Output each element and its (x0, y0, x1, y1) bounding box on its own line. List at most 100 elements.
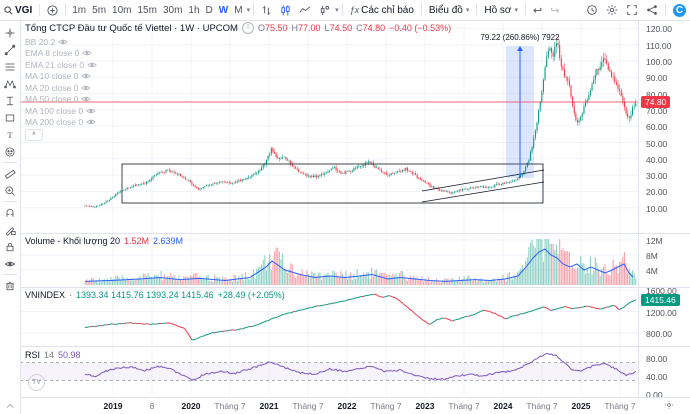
visibility-eye-icon[interactable] (86, 107, 96, 115)
chart-canvas[interactable]: 79.22 (260.86%) 7922 (20, 20, 690, 414)
line-style-button[interactable] (295, 0, 315, 20)
vnindex-legend[interactable]: VNINDEX · 1393.34 1415.76 1393.24 1415.4… (25, 290, 285, 300)
indicator-row[interactable]: MA 50 close 0 (25, 94, 97, 106)
timeframe-5m[interactable]: 5m (92, 4, 107, 16)
timeframe-W[interactable]: W (218, 4, 229, 16)
timeframe-M[interactable]: M (234, 4, 243, 16)
timeframe-30m[interactable]: 30m (162, 4, 183, 16)
share-button[interactable] (642, 4, 662, 16)
broker-logo[interactable]: C (673, 3, 686, 17)
pane-separator[interactable] (20, 287, 690, 288)
bars-style-button[interactable] (257, 0, 276, 20)
price-tick: 90.00 (646, 73, 668, 84)
time-axis[interactable]: 2019 8 2020 Tháng 7 2021 Tháng 7 2022 Tháng 7 20… (20, 398, 690, 414)
settings-button[interactable] (602, 4, 622, 16)
chevron-down-icon[interactable]: ▾ (335, 7, 339, 14)
timeframe-D[interactable]: D (205, 4, 213, 16)
timeframe-group: 1m 5m 10m 15m 30m 1h D W M (69, 0, 245, 20)
price-scale[interactable]: 74.80 1415.46 120.00 110.00 100.00 90.00 80.… (638, 20, 690, 400)
fib-retracement-icon[interactable] (2, 58, 18, 75)
rsi-legend[interactable]: RSI 14 50.98 (25, 350, 81, 360)
crosshair-icon[interactable] (2, 24, 18, 41)
long-position-icon[interactable] (2, 92, 18, 109)
vnindex-tick: 1600.00 (646, 286, 677, 296)
divider (3, 201, 17, 202)
timeframe-10m[interactable]: 10m (112, 4, 132, 16)
profile-menu-button[interactable]: Hồ sơ ▾ (480, 0, 522, 20)
timeframe-15m[interactable]: 15m (137, 4, 157, 16)
chevron-down-icon[interactable]: ▾ (246, 7, 251, 14)
indicator-row[interactable]: EMA 21 close 0 (25, 59, 97, 71)
indicator-row[interactable]: MA 200 close 0 (25, 117, 97, 129)
timeframe-1h[interactable]: 1h (188, 4, 200, 16)
candles-style-button[interactable] (276, 0, 295, 20)
pane-separator[interactable] (20, 233, 690, 234)
draw-lock-icon[interactable] (2, 221, 18, 238)
dot-separator: · (69, 290, 73, 300)
fx-icon: ƒx (349, 5, 360, 15)
vnindex-badge: 1415.46 (641, 293, 680, 306)
chart-area[interactable]: 79.22 (260.86%) 7922 74.80 1415.46 120.0… (20, 20, 690, 414)
magnet-icon[interactable] (2, 204, 18, 221)
indicator-label: MA 50 close 0 (25, 94, 79, 105)
tradingview-watermark: TV (28, 374, 45, 391)
last-price-badge: 74.80 (641, 96, 671, 109)
pane-separator (20, 397, 690, 398)
visibility-eye-icon[interactable] (82, 49, 93, 57)
chart-menu-button[interactable]: Biểu đồ ▾ (425, 0, 473, 20)
visibility-eye-icon[interactable] (58, 38, 69, 46)
indicator-label: MA 100 close 0 (25, 105, 84, 116)
redo-button[interactable]: ↪ (550, 4, 560, 17)
fullscreen-button[interactable] (622, 4, 642, 16)
indicator-collapse-button[interactable]: ∧ (25, 129, 43, 141)
indicators-button[interactable]: ƒx Các chỉ báo (346, 0, 418, 20)
text-icon[interactable]: T (2, 126, 18, 143)
trend-line-icon[interactable] (2, 41, 18, 58)
xabcd-pattern-icon[interactable] (2, 75, 18, 92)
lock-icon[interactable] (2, 238, 18, 255)
visibility-eye-icon[interactable] (81, 95, 92, 103)
axis-settings-icon[interactable] (664, 400, 674, 412)
hollow-candles-style-button[interactable] (315, 0, 334, 20)
legend-menu-icon[interactable]: ≡ (241, 22, 254, 34)
ruler-icon[interactable] (2, 165, 18, 182)
visibility-eye-icon[interactable] (81, 84, 92, 92)
symbol-label: VGI (15, 4, 33, 16)
volume-legend[interactable]: Volume - Khối lượng 20 1.52M 2.639M (25, 236, 183, 246)
symbol-search-button[interactable]: VGI (0, 0, 36, 20)
trash-icon[interactable] (2, 277, 18, 294)
add-circle-icon (47, 4, 58, 16)
time-tick: 8 (149, 401, 155, 411)
timeframe-1m[interactable]: 1m (72, 4, 87, 16)
visibility-eye-icon[interactable] (86, 118, 96, 126)
visibility-eye-icon[interactable] (87, 61, 97, 69)
indicator-row[interactable]: BB 20 2 (25, 36, 97, 48)
instrument-title[interactable]: Tổng CTCP Đầu tư Quốc tế Viettel · 1W · … (25, 22, 238, 34)
emoji-icon[interactable] (2, 143, 18, 160)
volume-ma-value: 2.639M (153, 236, 184, 246)
main-legend[interactable]: Tổng CTCP Đầu tư Quốc tế Viettel · 1W · … (25, 22, 451, 34)
indicator-row[interactable]: EMA 8 close 0 (25, 48, 97, 60)
indicator-row[interactable]: MA 20 close 0 (25, 82, 97, 94)
rectangle-icon[interactable] (2, 109, 18, 126)
zoom-in-icon[interactable] (2, 182, 18, 199)
pane-separator[interactable] (20, 346, 690, 347)
alert-button[interactable] (582, 4, 602, 16)
separator (420, 4, 422, 16)
time-tick: 2023 (415, 401, 435, 411)
drawing-toolbar: T (0, 20, 21, 414)
indicator-row[interactable]: MA 100 close 0 (25, 105, 97, 117)
top-toolbar: VGI 1m 5m 10m 15m 30m 1h D W M ▾ ▾ ƒx Các chỉ bá… (0, 0, 690, 21)
eye-hide-icon[interactable] (2, 255, 18, 272)
time-tick: Tháng 7 (604, 401, 636, 411)
visibility-eye-icon[interactable] (81, 72, 92, 80)
svg-text:T: T (7, 131, 12, 140)
compare-add-button[interactable] (43, 0, 62, 20)
indicator-row[interactable]: MA 10 close 0 (25, 71, 97, 83)
vnindex-tick: 800.00 (646, 329, 672, 340)
indicator-label: MA 20 close 0 (25, 82, 79, 93)
rsi-param: 14 (44, 350, 55, 360)
time-tick: Tháng 7 (448, 401, 480, 411)
toolbar-expand-icon[interactable] (2, 397, 18, 414)
undo-button[interactable]: ↩ (533, 4, 543, 17)
